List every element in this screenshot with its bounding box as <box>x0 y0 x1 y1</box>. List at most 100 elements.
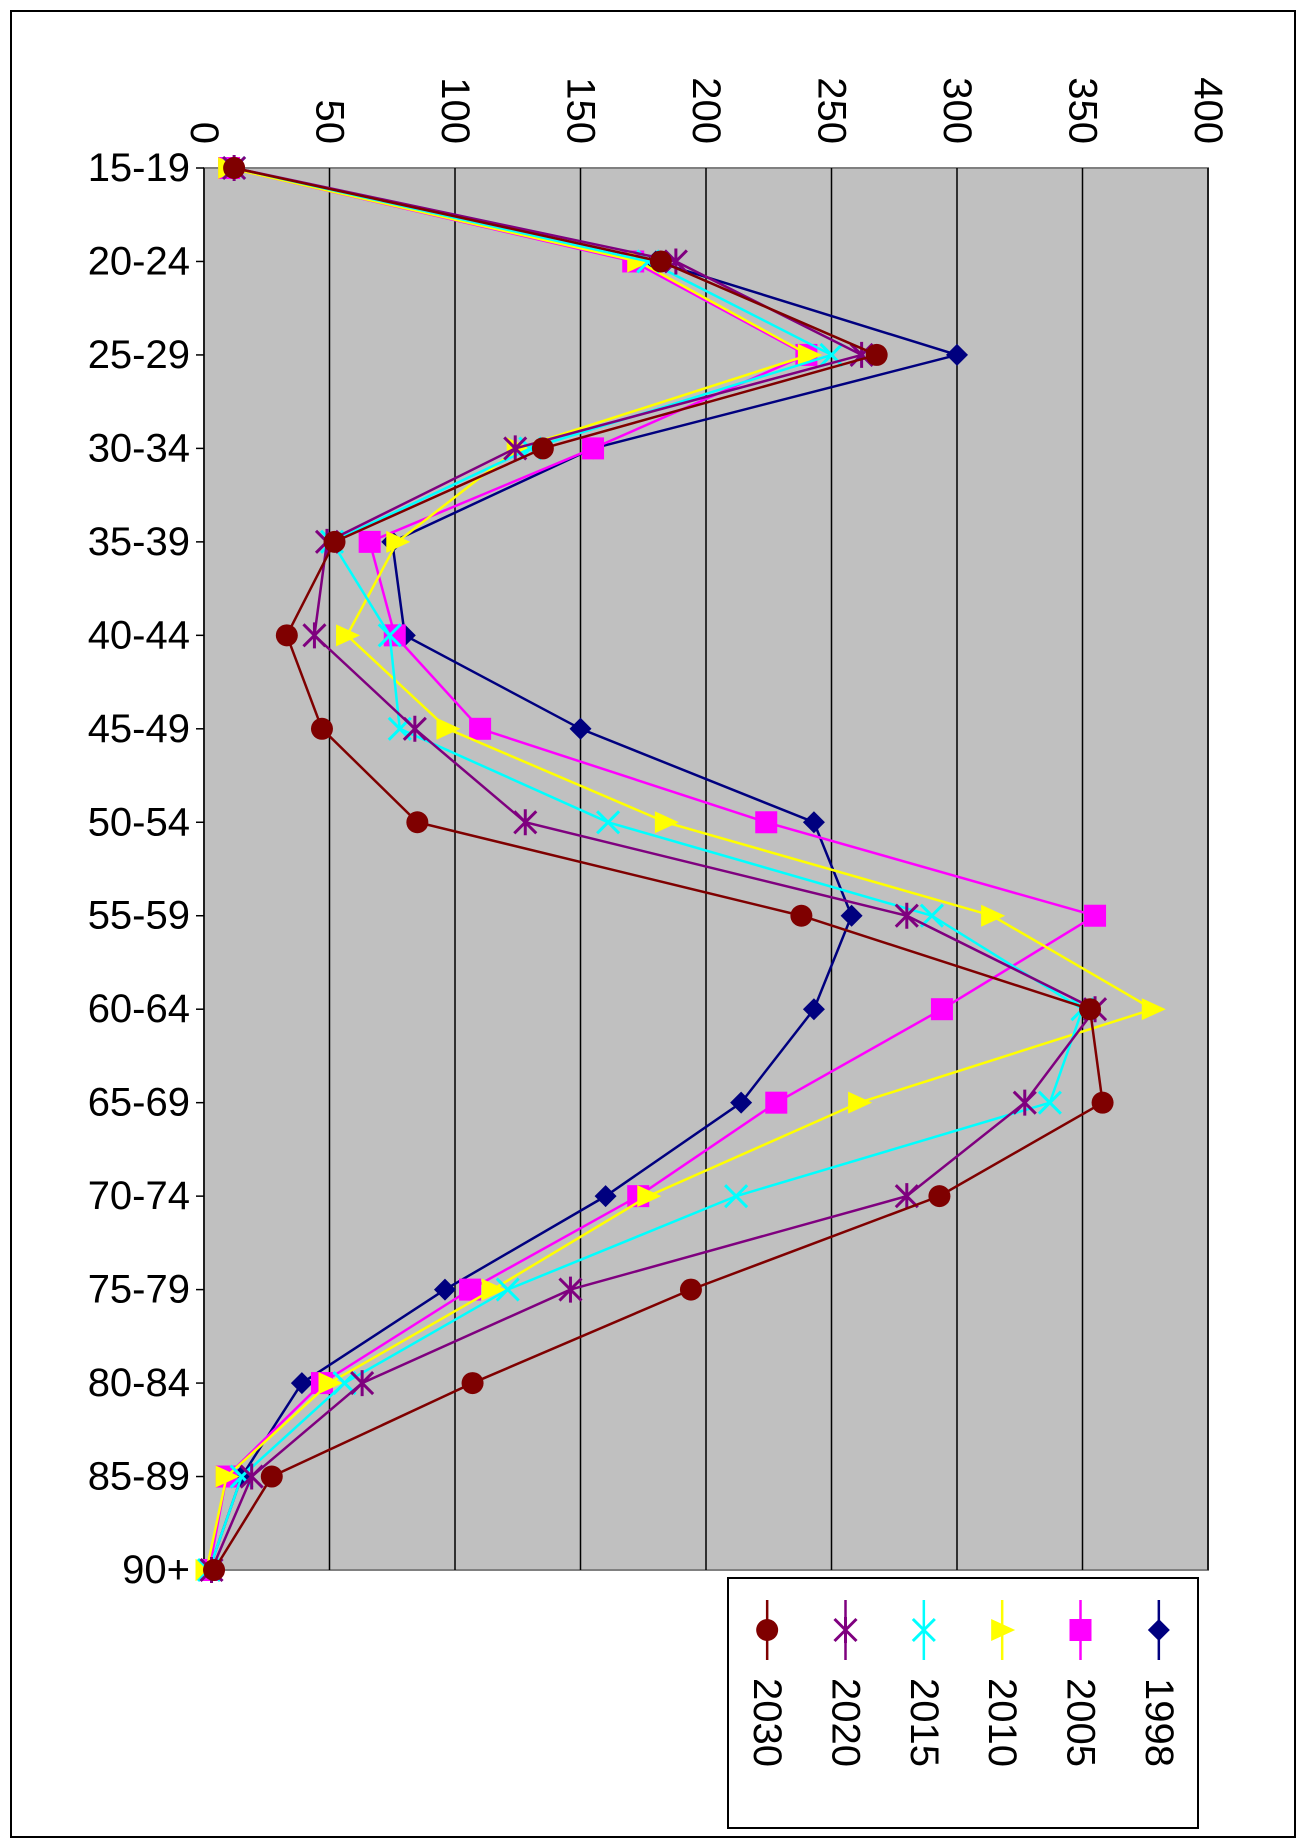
category-tick-label: 20-24 <box>88 239 190 283</box>
data-point <box>991 1619 1016 1641</box>
data-point <box>654 811 679 834</box>
data-point <box>215 1465 240 1488</box>
legend-label: 1998 <box>1137 1678 1181 1767</box>
series-2030 <box>203 157 1114 1581</box>
data-point <box>358 530 381 553</box>
data-point <box>930 998 953 1021</box>
data-point <box>594 1185 617 1208</box>
data-point <box>1037 1090 1062 1115</box>
category-tick-label: 45-49 <box>88 707 190 751</box>
data-point <box>336 624 361 647</box>
data-point <box>765 1091 788 1114</box>
data-point <box>848 1091 873 1114</box>
legend-item-2030: 2030 <box>745 1600 789 1767</box>
data-point <box>1079 998 1102 1021</box>
data-point <box>802 811 825 834</box>
data-point <box>461 1372 484 1395</box>
series-line <box>212 166 1104 1571</box>
data-point <box>679 1278 702 1301</box>
category-tick-label: 60-64 <box>88 987 190 1031</box>
legend-box <box>727 1577 1199 1829</box>
data-point <box>981 904 1006 927</box>
category-tick-label: 15-19 <box>88 146 190 190</box>
data-point <box>318 1372 343 1395</box>
data-point <box>290 1372 313 1395</box>
value-tick-label: 150 <box>559 77 603 144</box>
data-point <box>436 717 461 740</box>
legend-label: 2030 <box>745 1678 789 1767</box>
data-point <box>260 1465 283 1488</box>
data-point <box>275 624 298 647</box>
category-tick-label: 80-84 <box>88 1361 190 1405</box>
data-point <box>865 343 888 366</box>
value-tick-label: 50 <box>308 100 352 145</box>
data-point <box>350 1370 375 1397</box>
legend-item-2020: 2020 <box>824 1600 868 1767</box>
data-point <box>223 157 246 179</box>
legend-item-1998: 1998 <box>1137 1600 1181 1767</box>
value-tick-label: 350 <box>1061 77 1105 144</box>
data-point <box>911 1617 936 1643</box>
data-point <box>1141 998 1166 1021</box>
data-point <box>1091 1091 1114 1114</box>
category-tick-label: 90+ <box>122 1548 190 1592</box>
data-point <box>919 903 944 928</box>
data-point <box>406 811 429 834</box>
data-point <box>649 250 672 273</box>
category-tick-label: 70-74 <box>88 1174 190 1218</box>
data-point <box>383 624 406 647</box>
category-tick-label: 65-69 <box>88 1081 190 1125</box>
data-point <box>894 1183 919 1210</box>
value-tick-label: 200 <box>684 77 728 144</box>
legend-item-2015: 2015 <box>902 1600 946 1767</box>
data-point <box>503 435 528 462</box>
category-tick-label: 30-34 <box>88 426 190 470</box>
data-point <box>1069 1619 1092 1641</box>
data-point <box>377 623 402 648</box>
data-point <box>386 530 411 553</box>
data-point <box>730 1091 753 1114</box>
series-line <box>207 166 1099 1571</box>
data-point <box>756 1619 779 1641</box>
data-point <box>558 1276 583 1303</box>
data-point <box>531 437 554 460</box>
data-point <box>513 809 538 836</box>
data-point <box>459 1278 482 1301</box>
data-point <box>569 717 592 740</box>
data-point <box>402 715 427 742</box>
series-line <box>207 166 1085 1571</box>
data-point <box>790 904 813 927</box>
data-point <box>310 717 333 740</box>
data-point <box>1147 1619 1170 1641</box>
category-tick-label: 25-29 <box>88 333 190 377</box>
value-tick-label: 300 <box>935 77 979 144</box>
value-tick-label: 250 <box>810 77 854 144</box>
data-point <box>1084 904 1107 927</box>
data-point <box>481 1278 506 1301</box>
value-axis-ticks: 0 50 100 150 200 250 300 350 400 <box>182 77 1230 144</box>
value-tick-label: 400 <box>1186 77 1230 144</box>
legend: 1998 2005 2010 2015 2020 2030 <box>727 1577 1199 1829</box>
data-point <box>894 902 919 929</box>
category-tick-label: 55-59 <box>88 894 190 938</box>
data-point <box>239 1463 264 1490</box>
data-point <box>302 622 327 649</box>
legend-item-2005: 2005 <box>1059 1600 1103 1767</box>
data-point <box>582 437 605 460</box>
data-point <box>755 811 778 834</box>
category-axis-ticks: 15-19 20-24 25-29 30-34 35-39 40-44 45-49 50-54… <box>88 146 204 1592</box>
category-tick-label: 75-79 <box>88 1268 190 1312</box>
data-point <box>724 1184 749 1209</box>
series-lines <box>195 155 1166 1583</box>
series-2015 <box>196 155 1095 1583</box>
chart-frame <box>10 10 1296 1838</box>
data-point <box>840 904 863 927</box>
legend-label: 2005 <box>1059 1678 1103 1767</box>
data-point <box>203 1559 226 1581</box>
legend-item-2010: 2010 <box>980 1600 1024 1767</box>
legend-label: 2020 <box>824 1678 868 1767</box>
data-point <box>495 1277 520 1302</box>
data-point <box>1012 1089 1037 1116</box>
series-line <box>205 166 1156 1571</box>
